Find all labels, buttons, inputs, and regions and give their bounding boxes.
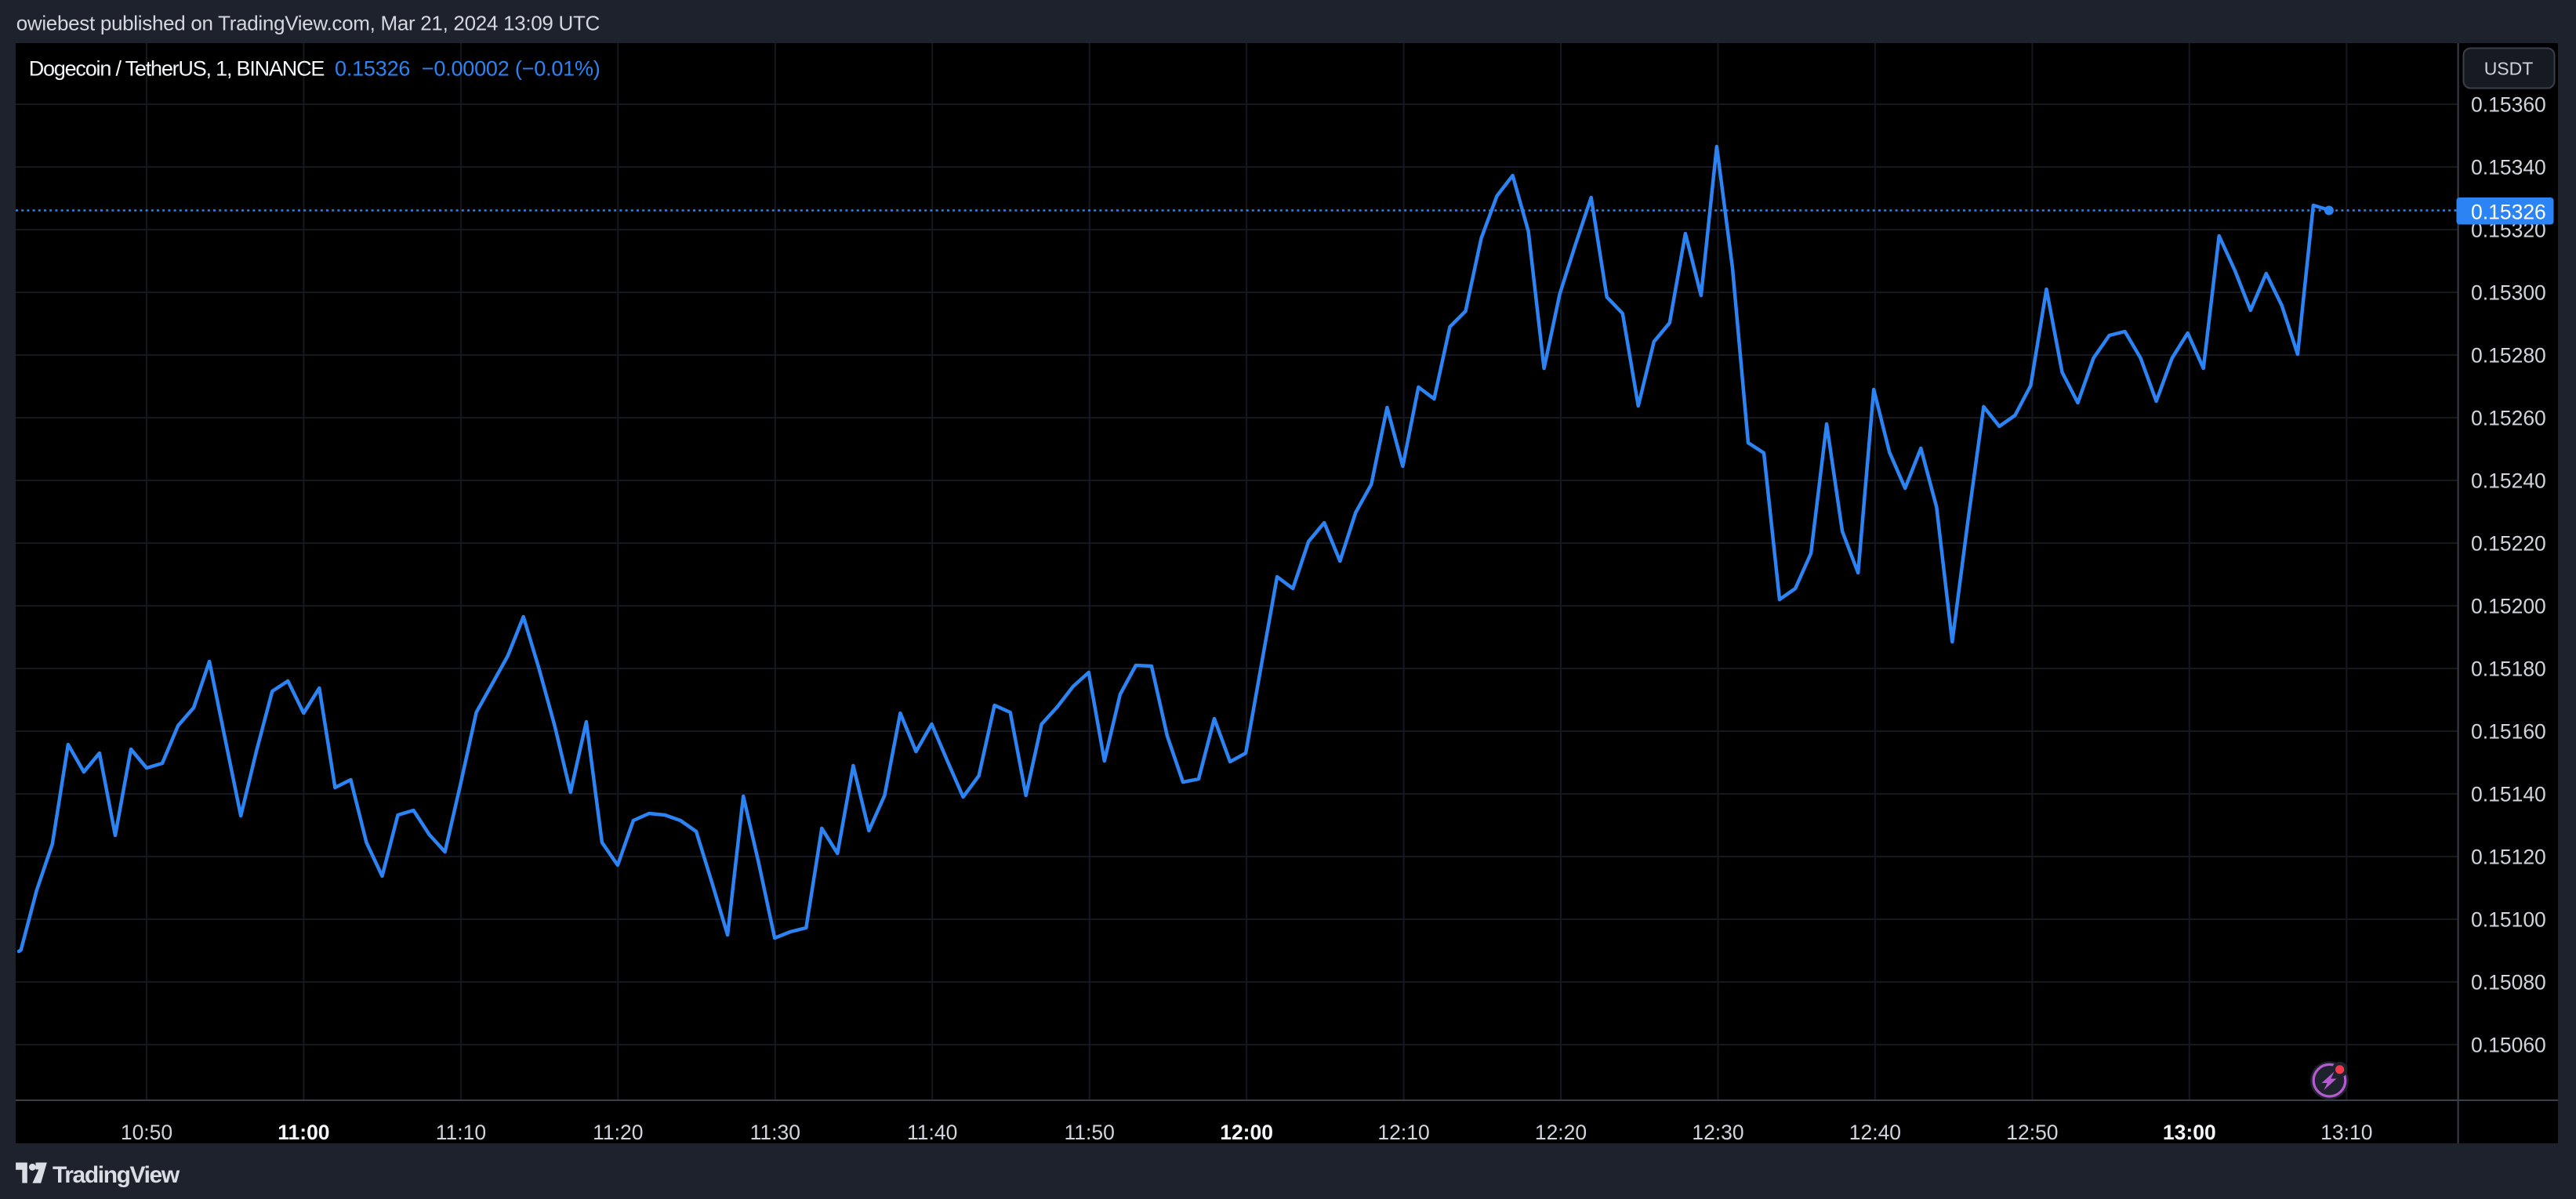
svg-text:0.15120: 0.15120 — [2471, 846, 2546, 869]
svg-text:13:00: 13:00 — [2163, 1121, 2216, 1144]
svg-text:owiebest published on TradingV: owiebest published on TradingView.com, M… — [16, 11, 600, 34]
svg-text:0.15260: 0.15260 — [2471, 407, 2546, 430]
svg-text:0.15140: 0.15140 — [2471, 783, 2546, 806]
svg-text:12:30: 12:30 — [1692, 1121, 1743, 1144]
svg-text:11:20: 11:20 — [593, 1121, 643, 1144]
svg-text:0.15100: 0.15100 — [2471, 908, 2546, 932]
svg-text:11:40: 11:40 — [907, 1121, 957, 1144]
svg-text:13:10: 13:10 — [2320, 1121, 2372, 1144]
svg-text:0.15060: 0.15060 — [2471, 1034, 2546, 1057]
svg-text:0.15326 −0.00002 (−0.01%): 0.15326 −0.00002 (−0.01%) — [335, 57, 600, 81]
svg-text:12:00: 12:00 — [1220, 1121, 1273, 1144]
svg-text:12:50: 12:50 — [2006, 1121, 2058, 1144]
svg-text:0.15080: 0.15080 — [2471, 971, 2546, 994]
svg-text:0.15200: 0.15200 — [2471, 595, 2546, 618]
svg-text:0.15360: 0.15360 — [2471, 93, 2546, 117]
svg-text:0.15160: 0.15160 — [2471, 720, 2546, 744]
svg-text:11:10: 11:10 — [436, 1121, 486, 1144]
svg-text:11:50: 11:50 — [1065, 1121, 1115, 1144]
svg-text:USDT: USDT — [2484, 58, 2534, 78]
svg-text:0.15300: 0.15300 — [2471, 281, 2546, 305]
svg-text:Dogecoin / TetherUS, 1, BINANC: Dogecoin / TetherUS, 1, BINANCE — [29, 57, 325, 81]
svg-text:0.15220: 0.15220 — [2471, 532, 2546, 556]
svg-text:11:30: 11:30 — [750, 1121, 800, 1144]
svg-text:12:20: 12:20 — [1535, 1121, 1587, 1144]
svg-text:0.15240: 0.15240 — [2471, 469, 2546, 493]
svg-text:0.15180: 0.15180 — [2471, 657, 2546, 681]
svg-text:12:10: 12:10 — [1377, 1121, 1429, 1144]
svg-text:11:00: 11:00 — [278, 1121, 329, 1144]
svg-text:0.15340: 0.15340 — [2471, 156, 2546, 179]
svg-text:TradingView: TradingView — [53, 1162, 180, 1188]
svg-text:10:50: 10:50 — [121, 1121, 172, 1144]
svg-text:12:40: 12:40 — [1849, 1121, 1901, 1144]
svg-text:0.15280: 0.15280 — [2471, 344, 2546, 368]
svg-text:0.15326: 0.15326 — [2471, 201, 2546, 224]
